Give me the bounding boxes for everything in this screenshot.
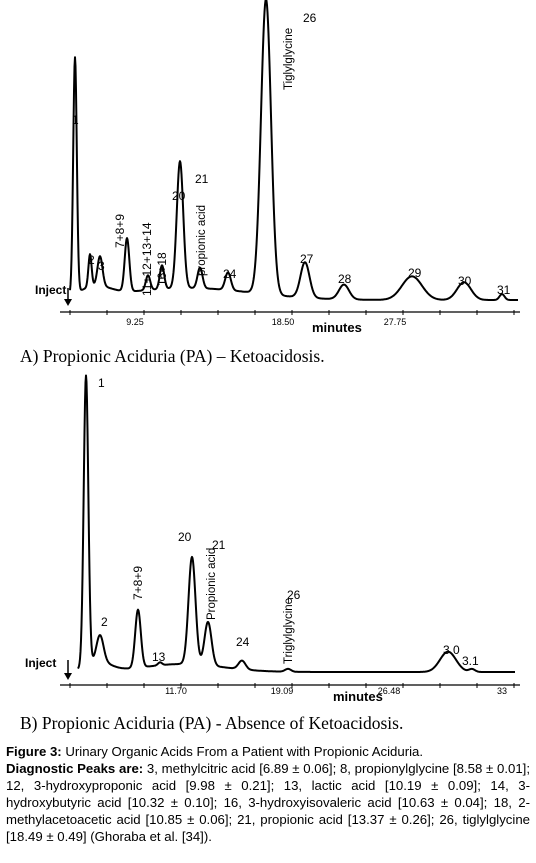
peak-label: 7+8+9	[113, 214, 127, 248]
x-axis-title-a: minutes	[312, 320, 362, 335]
inject-arrow-head	[64, 673, 72, 680]
x-tick-label: 27.75	[384, 317, 407, 327]
chromatogram-b: minutes 11.70 19.09 26.48 33 Inject 1 2 7+8+9 13 2…	[25, 374, 520, 704]
diagnostic-peaks-text: 3, methylcitric acid [6.89 ± 0.06]; 8, p…	[6, 761, 530, 844]
peak-label: 26	[303, 11, 317, 25]
x-tick-label: 11.70	[165, 686, 187, 696]
inject-label-a: Inject	[35, 283, 66, 297]
x-tick-label: 9.25	[126, 317, 144, 327]
peak-compound-label: Tiglylglycine	[283, 28, 295, 90]
figure-caption: Figure 3: Urinary Organic Acids From a P…	[6, 743, 530, 845]
peak-compound-label: Triglylglycine	[283, 598, 295, 664]
figure-label: Figure 3:	[6, 744, 62, 759]
peak-label: 30	[458, 274, 472, 288]
peak-label: 7+8+9	[131, 566, 145, 600]
x-tick-label: 33	[497, 686, 507, 696]
peak-label: 24	[236, 635, 250, 649]
x-tick-label: 19.09	[271, 686, 294, 696]
peak-label: 2	[101, 615, 108, 629]
peak-label: 1	[98, 376, 105, 390]
peak-label: 16+18	[155, 252, 169, 286]
peak-compound-label: Propionic acid	[206, 548, 218, 620]
x-tick-label: 26.48	[378, 686, 401, 696]
x-tick-label: 18.50	[272, 317, 295, 327]
peak-label: 26	[287, 588, 301, 602]
diagnostic-peaks-label: Diagnostic Peaks are:	[6, 761, 144, 776]
peak-label: 21	[195, 172, 209, 186]
peak-label: 27	[300, 252, 314, 266]
x-axis-title-b: minutes	[333, 689, 383, 704]
peak-label: 28	[338, 272, 352, 286]
peak-label: 20	[172, 189, 186, 203]
peak-label: 31	[497, 283, 511, 297]
peak-label: 13	[152, 650, 166, 664]
peak-compound-label: propionic acid	[196, 205, 208, 276]
caption-b: B) Propionic Aciduria (PA) - Absence of …	[20, 713, 404, 733]
peak-label: 1	[72, 113, 79, 127]
peak-label: 3	[98, 259, 105, 273]
chromatogram-trace-b	[77, 374, 516, 673]
peak-label: 20	[178, 530, 192, 544]
caption-a: A) Propionic Aciduria (PA) – Ketoacidosi…	[20, 346, 325, 366]
chromatogram-a: minutes 9.25 18.50 27.75 Inject 1 2 3 7+8+9 11+12…	[35, 0, 520, 335]
inject-label-b: Inject	[25, 656, 56, 670]
peak-label: 2	[88, 253, 95, 267]
peak-label: 3.1	[462, 654, 479, 668]
peak-label: 11+12+13+14	[140, 222, 154, 296]
peak-label: 29	[408, 266, 422, 280]
peak-label: 24	[223, 267, 237, 281]
peak-label: 21	[212, 538, 226, 552]
figure-title: Urinary Organic Acids From a Patient wit…	[65, 744, 424, 759]
inject-arrow-head	[64, 299, 72, 306]
peak-label: 3.0	[443, 643, 460, 657]
chromatogram-trace-a	[69, 0, 519, 301]
